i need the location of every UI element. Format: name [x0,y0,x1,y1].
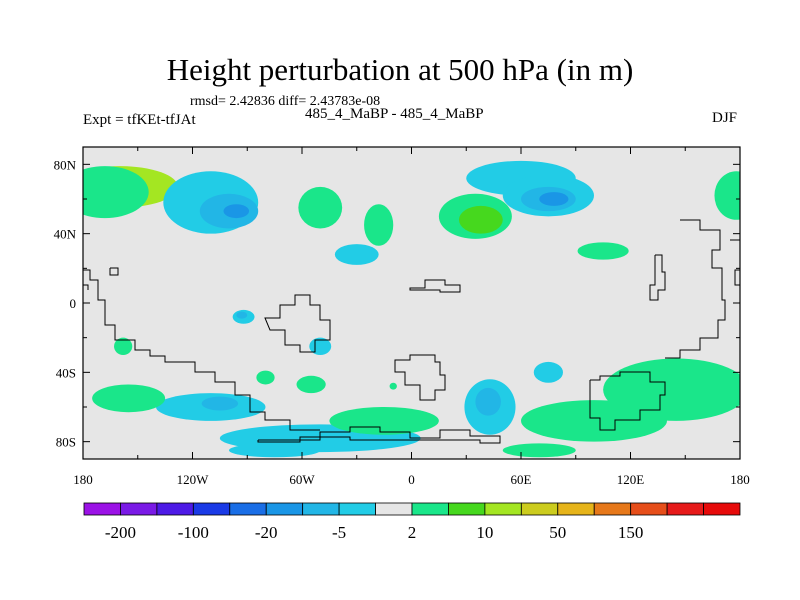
anomaly-positive-16 [714,171,740,220]
colorbar-swatch [557,502,595,516]
colorbar-swatch [265,502,304,516]
coastline-greenland [109,267,119,276]
x-tick-label: 180 [73,472,93,487]
anomaly-negative-32 [236,311,248,319]
x-tick-label: 0 [408,472,415,487]
coastline-americas [83,269,320,431]
rmsd-diff-stats: rmsd= 2.42836 diff= 2.43783e-08 [190,94,381,109]
coastline-arabia [409,279,461,293]
colorbar-swatch [192,502,231,516]
colorbar-swatch [375,502,413,516]
anomaly-positive-2 [83,166,149,219]
colorbar-swatch [666,502,704,516]
colorbar-label: 150 [618,523,644,542]
coastline-africa [264,294,331,353]
coastline-ne-pacific [730,239,740,286]
experiment-label: Expt = tfKEt-tfJAt [83,112,196,128]
map-area [83,147,740,459]
colorbar-swatch [520,502,559,516]
coastline-antarctica [257,426,501,444]
anomaly-negative-23 [229,443,321,458]
anomaly-negative-14 [539,192,569,206]
colorbar-swatch [593,502,632,516]
x-tick-label: 120W [177,472,210,487]
axes: 180 120W 60W 0 60E 120E 180 80N 40N 0 40S 80S [54,146,750,487]
anomaly-negative-18 [201,396,239,411]
colorbar-swatch [338,502,376,516]
anomaly-positive-19 [92,384,166,413]
anomaly-positive-24 [329,407,439,435]
colorbar-swatch [411,502,449,516]
anomaly-positive-15 [577,242,629,260]
y-tick-label: 40S [56,365,76,380]
x-tick-label: 60E [511,472,532,487]
colorbar-swatch [83,502,121,516]
colorbar-swatch [302,502,340,516]
y-tick-label: 0 [70,296,77,311]
anomaly-positive-30 [502,443,576,458]
anomaly-negative-26 [475,387,501,416]
colorbar-swatch [484,502,522,516]
anomaly-positive-20 [114,337,133,356]
y-tick-label: 40N [54,227,77,242]
colorbar-swatch [120,502,158,516]
colorbar-label: 50 [549,523,566,542]
anomaly-fill-layer [83,160,740,458]
colorbar-label: 10 [476,523,493,542]
colorbar-swatch [156,502,194,516]
y-tick-label: 80S [56,435,76,450]
coastline-west-americas [83,275,89,290]
colorbar-swatch [630,502,668,516]
anomaly-negative-27 [533,361,563,383]
season-label: DJF [712,110,738,126]
y-tick-label: 80N [54,157,77,172]
colorbar-label: 2 [408,523,417,542]
anomaly-positive-7 [364,204,394,246]
colorbar: -200 -100 -20 -5 2 10 50 150 [83,502,741,542]
case-label: 485_4_MaBP - 485_4_MaBP [305,106,484,122]
anomaly-positive-29 [521,400,667,442]
coastline-outlines [83,219,740,444]
chart-title: Height perturbation at 500 hPa (in m) [166,52,634,87]
anomaly-positive-10 [458,205,503,234]
anomaly-positive-34 [256,370,275,385]
colorbar-swatch [229,502,267,516]
anomaly-positive-6 [298,186,343,229]
anomaly-positive-21 [296,375,326,394]
x-tick-label: 180 [730,472,750,487]
x-tick-label: 120E [617,472,645,487]
colorbar-label: -20 [255,523,278,542]
coastline-asia-east [665,219,726,359]
anomaly-positive-35 [389,382,397,390]
colorbar-label: -200 [105,523,136,542]
coastline-australia [589,371,666,431]
colorbar-swatch [703,502,741,516]
colorbar-label: -100 [178,523,209,542]
colorbar-label: -5 [332,523,346,542]
x-tick-label: 60W [289,472,315,487]
anomaly-negative-8 [334,244,379,265]
coastline-india [394,354,446,401]
coastline-japan [649,254,666,301]
anomaly-negative-5 [223,204,250,219]
colorbar-swatch [448,502,486,516]
